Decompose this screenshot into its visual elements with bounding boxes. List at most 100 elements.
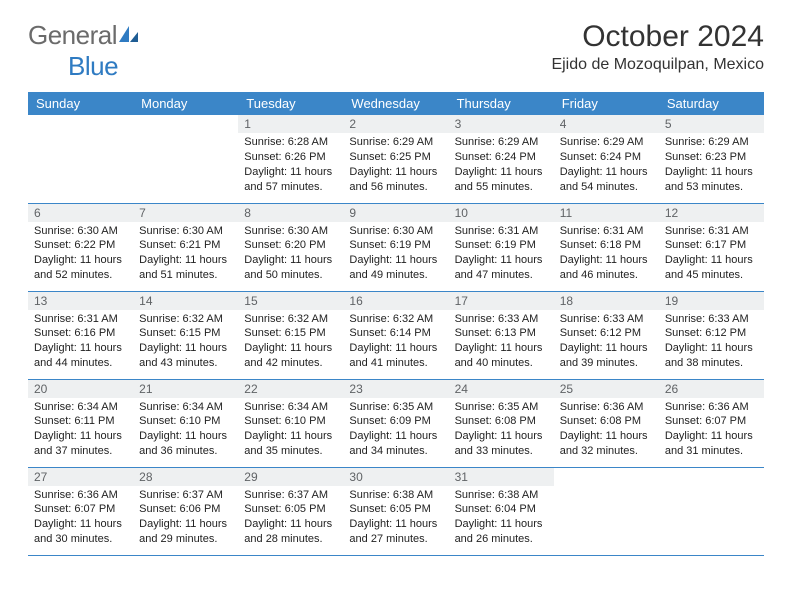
logo-sail-icon <box>117 20 139 51</box>
day-details: Sunrise: 6:38 AMSunset: 6:05 PMDaylight:… <box>343 486 448 551</box>
calendar-cell: 5Sunrise: 6:29 AMSunset: 6:23 PMDaylight… <box>659 115 764 203</box>
sunrise-text: Sunrise: 6:29 AM <box>349 135 442 150</box>
weekday-header: Monday <box>133 92 238 115</box>
daylight-text-2: and 52 minutes. <box>34 268 127 283</box>
day-details: Sunrise: 6:31 AMSunset: 6:18 PMDaylight:… <box>554 222 659 287</box>
sunrise-text: Sunrise: 6:34 AM <box>244 400 337 415</box>
daylight-text-2: and 30 minutes. <box>34 532 127 547</box>
sunset-text: Sunset: 6:13 PM <box>455 326 548 341</box>
calendar-cell: 20Sunrise: 6:34 AMSunset: 6:11 PMDayligh… <box>28 379 133 467</box>
day-details: Sunrise: 6:33 AMSunset: 6:12 PMDaylight:… <box>659 310 764 375</box>
sunset-text: Sunset: 6:09 PM <box>349 414 442 429</box>
sunrise-text: Sunrise: 6:35 AM <box>455 400 548 415</box>
calendar-cell: 26Sunrise: 6:36 AMSunset: 6:07 PMDayligh… <box>659 379 764 467</box>
calendar-cell: 18Sunrise: 6:33 AMSunset: 6:12 PMDayligh… <box>554 291 659 379</box>
daylight-text: Daylight: 11 hours <box>349 341 442 356</box>
calendar-cell: 15Sunrise: 6:32 AMSunset: 6:15 PMDayligh… <box>238 291 343 379</box>
day-details: Sunrise: 6:35 AMSunset: 6:09 PMDaylight:… <box>343 398 448 463</box>
sunrise-text: Sunrise: 6:30 AM <box>349 224 442 239</box>
day-number: 19 <box>659 292 764 310</box>
daylight-text-2: and 32 minutes. <box>560 444 653 459</box>
day-number: 11 <box>554 204 659 222</box>
daylight-text-2: and 43 minutes. <box>139 356 232 371</box>
calendar-cell: 25Sunrise: 6:36 AMSunset: 6:08 PMDayligh… <box>554 379 659 467</box>
daylight-text: Daylight: 11 hours <box>665 253 758 268</box>
calendar-cell: 10Sunrise: 6:31 AMSunset: 6:19 PMDayligh… <box>449 203 554 291</box>
day-number: 13 <box>28 292 133 310</box>
daylight-text-2: and 34 minutes. <box>349 444 442 459</box>
calendar-cell <box>133 115 238 203</box>
daylight-text: Daylight: 11 hours <box>244 429 337 444</box>
day-details: Sunrise: 6:30 AMSunset: 6:19 PMDaylight:… <box>343 222 448 287</box>
calendar-cell: 2Sunrise: 6:29 AMSunset: 6:25 PMDaylight… <box>343 115 448 203</box>
calendar-cell: 22Sunrise: 6:34 AMSunset: 6:10 PMDayligh… <box>238 379 343 467</box>
day-details: Sunrise: 6:30 AMSunset: 6:21 PMDaylight:… <box>133 222 238 287</box>
sunset-text: Sunset: 6:20 PM <box>244 238 337 253</box>
daylight-text-2: and 27 minutes. <box>349 532 442 547</box>
calendar-row: 1Sunrise: 6:28 AMSunset: 6:26 PMDaylight… <box>28 115 764 203</box>
calendar-row: 13Sunrise: 6:31 AMSunset: 6:16 PMDayligh… <box>28 291 764 379</box>
day-details: Sunrise: 6:31 AMSunset: 6:17 PMDaylight:… <box>659 222 764 287</box>
calendar-cell: 16Sunrise: 6:32 AMSunset: 6:14 PMDayligh… <box>343 291 448 379</box>
sunrise-text: Sunrise: 6:29 AM <box>665 135 758 150</box>
calendar-cell: 29Sunrise: 6:37 AMSunset: 6:05 PMDayligh… <box>238 467 343 555</box>
sunrise-text: Sunrise: 6:34 AM <box>34 400 127 415</box>
sunset-text: Sunset: 6:07 PM <box>665 414 758 429</box>
daylight-text: Daylight: 11 hours <box>34 341 127 356</box>
day-details: Sunrise: 6:34 AMSunset: 6:11 PMDaylight:… <box>28 398 133 463</box>
calendar-row: 20Sunrise: 6:34 AMSunset: 6:11 PMDayligh… <box>28 379 764 467</box>
daylight-text: Daylight: 11 hours <box>560 253 653 268</box>
sunrise-text: Sunrise: 6:29 AM <box>455 135 548 150</box>
day-number: 12 <box>659 204 764 222</box>
calendar-cell: 12Sunrise: 6:31 AMSunset: 6:17 PMDayligh… <box>659 203 764 291</box>
day-details: Sunrise: 6:29 AMSunset: 6:24 PMDaylight:… <box>554 133 659 198</box>
daylight-text: Daylight: 11 hours <box>139 253 232 268</box>
day-details: Sunrise: 6:33 AMSunset: 6:13 PMDaylight:… <box>449 310 554 375</box>
day-details: Sunrise: 6:32 AMSunset: 6:14 PMDaylight:… <box>343 310 448 375</box>
day-number: 10 <box>449 204 554 222</box>
sunrise-text: Sunrise: 6:30 AM <box>34 224 127 239</box>
daylight-text: Daylight: 11 hours <box>349 429 442 444</box>
daylight-text: Daylight: 11 hours <box>560 165 653 180</box>
sunset-text: Sunset: 6:23 PM <box>665 150 758 165</box>
sunrise-text: Sunrise: 6:33 AM <box>455 312 548 327</box>
daylight-text: Daylight: 11 hours <box>34 253 127 268</box>
daylight-text-2: and 47 minutes. <box>455 268 548 283</box>
calendar-cell: 4Sunrise: 6:29 AMSunset: 6:24 PMDaylight… <box>554 115 659 203</box>
day-number: 25 <box>554 380 659 398</box>
daylight-text-2: and 42 minutes. <box>244 356 337 371</box>
sunrise-text: Sunrise: 6:29 AM <box>560 135 653 150</box>
calendar-cell <box>28 115 133 203</box>
daylight-text-2: and 35 minutes. <box>244 444 337 459</box>
daylight-text-2: and 31 minutes. <box>665 444 758 459</box>
sunset-text: Sunset: 6:14 PM <box>349 326 442 341</box>
sunrise-text: Sunrise: 6:37 AM <box>139 488 232 503</box>
sunset-text: Sunset: 6:04 PM <box>455 502 548 517</box>
day-number: 29 <box>238 468 343 486</box>
location: Ejido de Mozoquilpan, Mexico <box>551 56 764 74</box>
header: General Blue October 2024 Ejido de Mozoq… <box>28 20 764 82</box>
daylight-text-2: and 49 minutes. <box>349 268 442 283</box>
calendar-row: 27Sunrise: 6:36 AMSunset: 6:07 PMDayligh… <box>28 467 764 555</box>
calendar-cell: 30Sunrise: 6:38 AMSunset: 6:05 PMDayligh… <box>343 467 448 555</box>
daylight-text: Daylight: 11 hours <box>244 165 337 180</box>
daylight-text-2: and 45 minutes. <box>665 268 758 283</box>
day-details: Sunrise: 6:36 AMSunset: 6:07 PMDaylight:… <box>659 398 764 463</box>
weekday-header: Friday <box>554 92 659 115</box>
day-details: Sunrise: 6:29 AMSunset: 6:25 PMDaylight:… <box>343 133 448 198</box>
day-details: Sunrise: 6:33 AMSunset: 6:12 PMDaylight:… <box>554 310 659 375</box>
daylight-text-2: and 28 minutes. <box>244 532 337 547</box>
day-details: Sunrise: 6:30 AMSunset: 6:22 PMDaylight:… <box>28 222 133 287</box>
sunset-text: Sunset: 6:24 PM <box>455 150 548 165</box>
day-number: 17 <box>449 292 554 310</box>
day-details: Sunrise: 6:36 AMSunset: 6:07 PMDaylight:… <box>28 486 133 551</box>
daylight-text-2: and 41 minutes. <box>349 356 442 371</box>
daylight-text: Daylight: 11 hours <box>455 253 548 268</box>
weekday-header: Thursday <box>449 92 554 115</box>
daylight-text: Daylight: 11 hours <box>349 165 442 180</box>
day-number: 9 <box>343 204 448 222</box>
sunset-text: Sunset: 6:10 PM <box>139 414 232 429</box>
daylight-text-2: and 38 minutes. <box>665 356 758 371</box>
calendar-cell: 23Sunrise: 6:35 AMSunset: 6:09 PMDayligh… <box>343 379 448 467</box>
daylight-text-2: and 26 minutes. <box>455 532 548 547</box>
